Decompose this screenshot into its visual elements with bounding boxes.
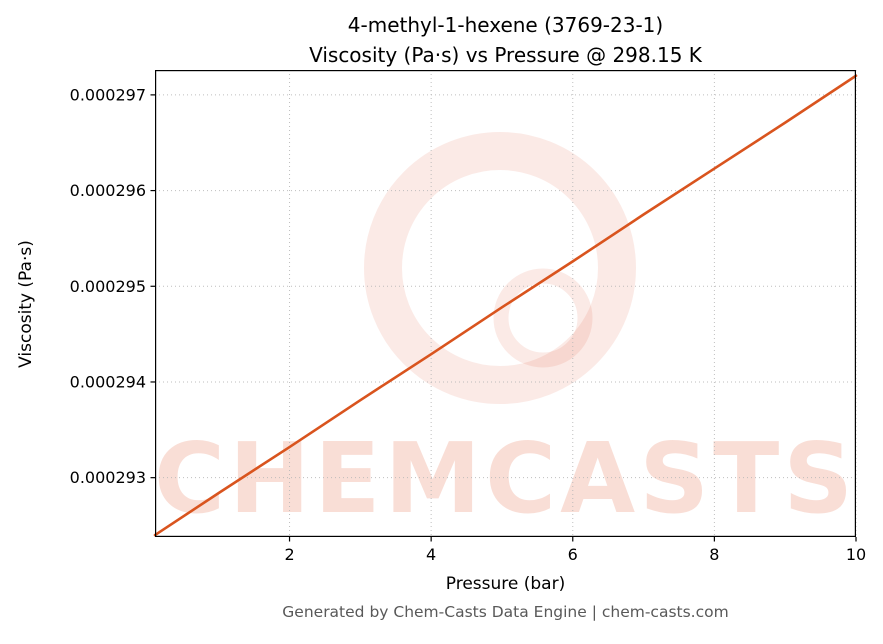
x-tick-label: 8 [709, 545, 719, 564]
x-tick-label: 4 [426, 545, 436, 564]
series-line [153, 74, 858, 537]
x-tick-label: 6 [568, 545, 578, 564]
y-tick-label: 0.000294 [70, 372, 146, 391]
plot-canvas: 2 4 6 8 10 0.000293 0.000294 0.000295 0.000296 0.… [70, 70, 866, 564]
x-tick-label: 10 [846, 545, 866, 564]
chart-title-line2: Viscosity (Pa·s) vs Pressure @ 298.15 K [309, 43, 702, 67]
y-tick-label: 0.000297 [70, 85, 146, 104]
plot-border [155, 70, 856, 537]
chart-title: 4-methyl-1-hexene (3769-23-1) Viscosity … [155, 10, 856, 70]
chart-title-line1: 4-methyl-1-hexene (3769-23-1) [347, 13, 664, 37]
y-tick-label: 0.000295 [70, 277, 146, 296]
footer-credit: Generated by Chem-Casts Data Engine | ch… [282, 603, 729, 621]
watermark-logo-swirl [493, 268, 593, 368]
y-tick-label: 0.000296 [70, 181, 146, 200]
x-axis-label: Pressure (bar) [445, 574, 566, 594]
plot-area: CHEMCASTS 2 4 6 8 10 0.000293 0.000294 0.000295… [70, 70, 866, 564]
watermark-logo-ring [364, 132, 636, 404]
y-tick-label: 0.000293 [70, 468, 146, 487]
x-tick-label: 2 [284, 545, 294, 564]
y-axis-label: Viscosity (Pa·s) [16, 240, 36, 368]
